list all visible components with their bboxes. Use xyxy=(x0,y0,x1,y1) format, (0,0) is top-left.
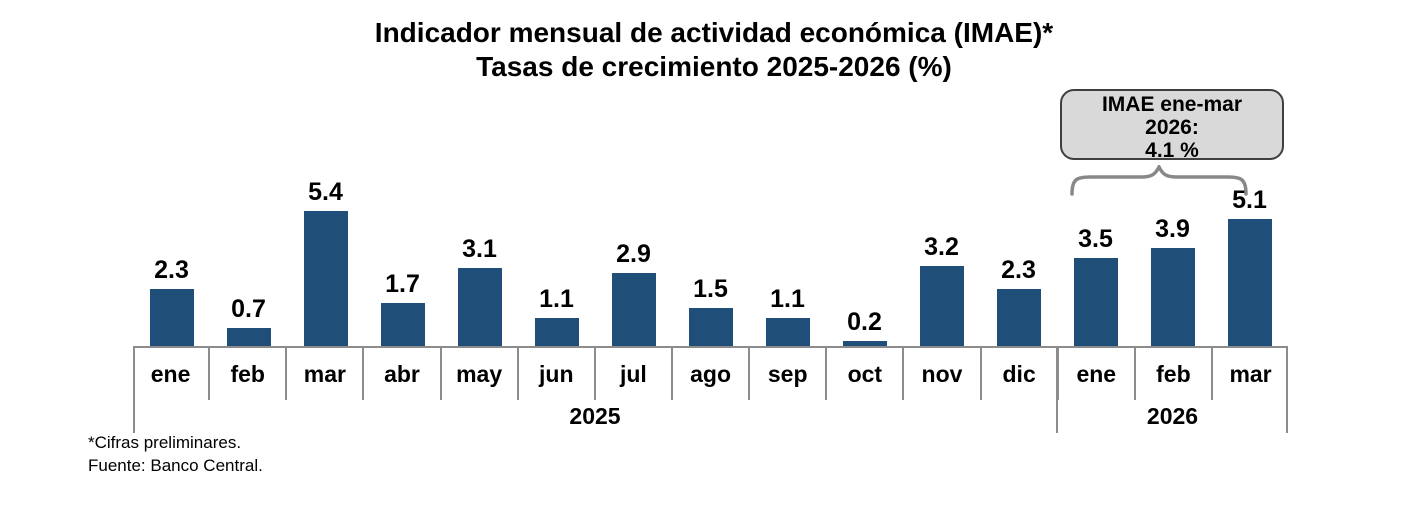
bar xyxy=(1073,258,1118,346)
year-label-2025: 2025 xyxy=(569,403,621,429)
bar xyxy=(765,318,810,346)
month-label-may-4: may xyxy=(439,348,517,400)
bar-column-may-4: 3.1 xyxy=(441,175,518,346)
annotation-line3: 4.1 % xyxy=(1145,139,1199,162)
bar-value-label: 3.9 xyxy=(1155,215,1190,243)
month-label-feb-1: feb xyxy=(208,348,285,400)
year-axis-row: 2025 2026 xyxy=(133,400,1288,433)
bar xyxy=(611,273,656,346)
bar-column-mar-2: 5.4 xyxy=(287,175,364,346)
month-label-abr-3: abr xyxy=(362,348,439,400)
bar-value-label: 3.1 xyxy=(462,235,497,263)
bar-column-nov-10: 3.2 xyxy=(903,175,980,346)
bar xyxy=(1150,248,1195,346)
month-label-mar-2: mar xyxy=(285,348,362,400)
bar-value-label: 1.7 xyxy=(385,270,420,298)
bar-value-label: 1.5 xyxy=(693,275,728,303)
bar xyxy=(688,308,733,346)
bar-column-ene-0: 2.3 xyxy=(133,175,210,346)
bar-value-label: 3.5 xyxy=(1078,225,1113,253)
axis-boundary-left xyxy=(133,346,135,433)
bar-column-mar-14: 5.1 xyxy=(1211,175,1288,346)
plot-area: 2.3 0.7 5.4 1.7 3.1 1.1 2.9 1.5 1.1 0.2 3.2 2.3 3.5 3… xyxy=(133,175,1288,346)
bar-value-label: 1.1 xyxy=(539,285,574,313)
bar xyxy=(1227,219,1272,346)
bar-value-label: 2.3 xyxy=(154,256,189,284)
bar-value-label: 0.2 xyxy=(847,308,882,336)
annotation-line2: 2026: xyxy=(1145,116,1199,139)
month-label-oct-9: oct xyxy=(825,348,902,400)
bar-column-dic-11: 2.3 xyxy=(980,175,1057,346)
month-label-jul-6: jul xyxy=(593,348,671,400)
bar xyxy=(919,266,964,346)
bar-column-jul-6: 2.9 xyxy=(595,175,672,346)
month-label-sep-8: sep xyxy=(748,348,825,400)
month-label-ago-7: ago xyxy=(670,348,748,400)
x-axis: ene feb mar abr may jun jul ago sep oct nov dic ene f… xyxy=(133,346,1288,433)
month-label-feb-13: feb xyxy=(1133,348,1211,400)
bar-value-label: 3.2 xyxy=(924,233,959,261)
chart-title: Indicador mensual de actividad económica… xyxy=(0,16,1428,84)
month-label-nov-10: nov xyxy=(902,348,979,400)
bar xyxy=(534,318,579,346)
bar-value-label: 5.4 xyxy=(308,178,343,206)
bar xyxy=(842,341,887,346)
month-label-mar-14: mar xyxy=(1210,348,1288,400)
bar-value-label: 5.1 xyxy=(1232,186,1267,214)
month-axis-row: ene feb mar abr may jun jul ago sep oct nov dic ene f… xyxy=(133,346,1288,400)
footnote-source: Fuente: Banco Central. xyxy=(88,456,263,475)
bar-column-ago-7: 1.5 xyxy=(672,175,749,346)
axis-boundary-year-divider xyxy=(1056,346,1058,433)
bar-column-feb-1: 0.7 xyxy=(210,175,287,346)
footnotes: *Cifras preliminares. Fuente: Banco Cent… xyxy=(88,431,263,477)
bar-value-label: 2.3 xyxy=(1001,256,1036,284)
bar xyxy=(226,328,271,346)
bar xyxy=(149,289,194,346)
bar xyxy=(996,289,1041,346)
chart-title-line1: Indicador mensual de actividad económica… xyxy=(374,17,1054,48)
bar-column-ene-12: 3.5 xyxy=(1057,175,1134,346)
month-label-dic-11: dic xyxy=(979,348,1057,400)
bar-value-label: 1.1 xyxy=(770,285,805,313)
month-label-ene-0: ene xyxy=(150,360,191,387)
bar xyxy=(457,268,502,346)
annotation-callout: IMAE ene-mar 2026: 4.1 % xyxy=(1060,89,1284,162)
annotation-line1: IMAE ene-mar xyxy=(1101,93,1243,116)
bar-column-sep-8: 1.1 xyxy=(749,175,826,346)
year-label-2026: 2026 xyxy=(1146,403,1199,429)
axis-boundary-right xyxy=(1286,346,1288,433)
bar-column-abr-3: 1.7 xyxy=(364,175,441,346)
bar-value-label: 2.9 xyxy=(616,240,651,268)
bar-column-feb-13: 3.9 xyxy=(1134,175,1211,346)
footnote-preliminary: *Cifras preliminares. xyxy=(88,433,242,452)
bar xyxy=(303,211,348,346)
bar-column-jun-5: 1.1 xyxy=(518,175,595,346)
month-label-ene-12: ene xyxy=(1056,348,1134,400)
chart-title-line2: Tasas de crecimiento 2025-2026 (%) xyxy=(476,51,952,82)
bar-column-oct-9: 0.2 xyxy=(826,175,903,346)
bar-value-label: 0.7 xyxy=(231,295,266,323)
curly-brace-icon xyxy=(1068,163,1250,197)
month-label-jun-5: jun xyxy=(516,348,594,400)
bar xyxy=(380,303,425,346)
